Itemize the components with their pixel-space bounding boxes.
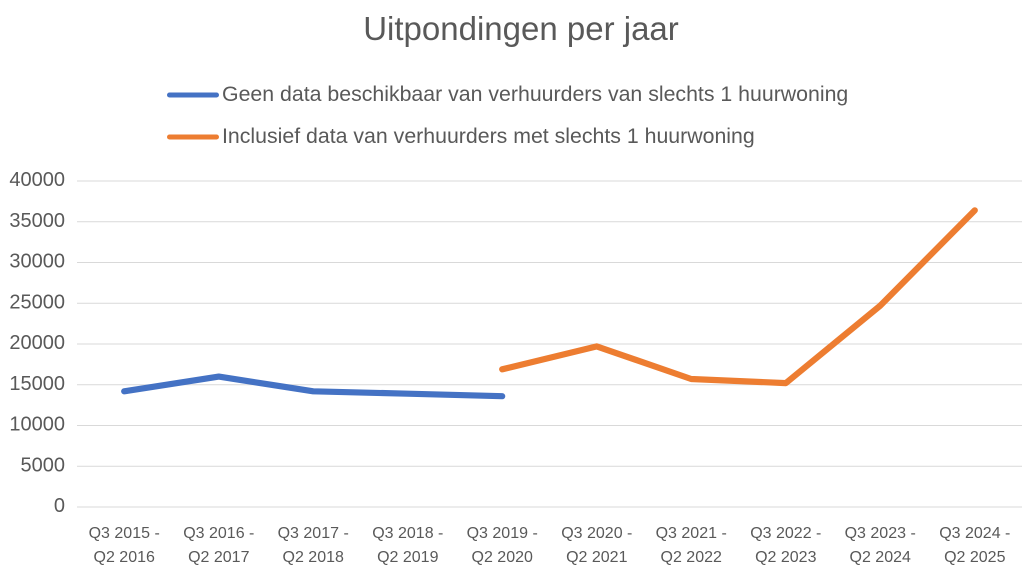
svg-text:Q3 2022 -: Q3 2022 -	[750, 525, 821, 542]
svg-text:Q3 2017 -: Q3 2017 -	[278, 525, 349, 542]
svg-text:Q3 2024 -: Q3 2024 -	[939, 525, 1010, 542]
svg-text:Q3 2021 -: Q3 2021 -	[656, 525, 727, 542]
svg-text:Q2 2020: Q2 2020	[472, 549, 533, 566]
svg-text:30000: 30000	[9, 251, 65, 273]
svg-text:Q2 2025: Q2 2025	[944, 549, 1005, 566]
svg-text:Q2 2018: Q2 2018	[283, 549, 344, 566]
svg-text:Q2 2016: Q2 2016	[94, 549, 155, 566]
svg-text:35000: 35000	[9, 210, 65, 232]
svg-text:Q2 2024: Q2 2024	[850, 549, 911, 566]
svg-text:Q2 2023: Q2 2023	[755, 549, 816, 566]
svg-text:15000: 15000	[9, 373, 65, 395]
svg-text:40000: 40000	[9, 169, 65, 191]
svg-text:10000: 10000	[9, 414, 65, 436]
svg-text:Q3 2018 -: Q3 2018 -	[372, 525, 443, 542]
svg-text:Q3 2023 -: Q3 2023 -	[845, 525, 916, 542]
svg-text:5000: 5000	[21, 454, 66, 476]
svg-text:Q3 2016 -: Q3 2016 -	[183, 525, 254, 542]
svg-text:25000: 25000	[9, 291, 65, 313]
svg-text:Q3 2020 -: Q3 2020 -	[561, 525, 632, 542]
svg-text:Q2 2019: Q2 2019	[377, 549, 438, 566]
svg-text:Q3 2015 -: Q3 2015 -	[89, 525, 160, 542]
svg-text:Q3 2019 -: Q3 2019 -	[467, 525, 538, 542]
svg-text:Q2 2021: Q2 2021	[566, 549, 627, 566]
svg-text:Q2 2022: Q2 2022	[661, 549, 722, 566]
svg-text:Q2 2017: Q2 2017	[188, 549, 249, 566]
svg-text:20000: 20000	[9, 332, 65, 354]
svg-text:0: 0	[54, 495, 65, 517]
